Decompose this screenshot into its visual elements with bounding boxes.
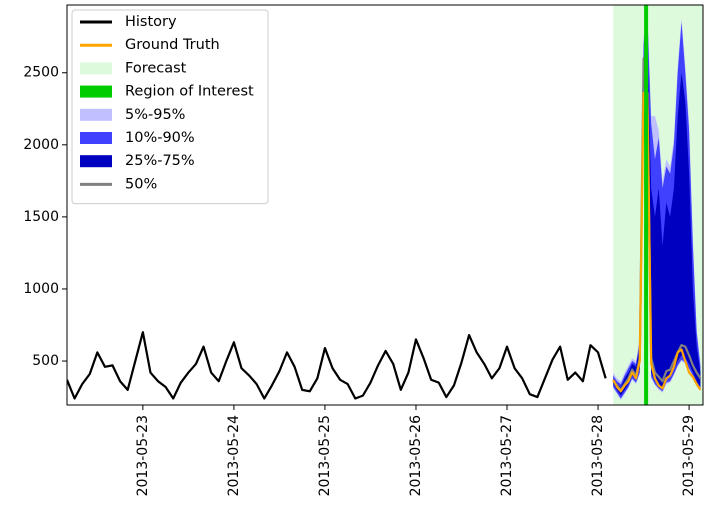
legend-label: 50% [125, 176, 157, 192]
y-tick-label: 500 [32, 353, 59, 369]
x-tick-label: 2013-05-25 [317, 415, 333, 496]
y-tick-label: 1000 [23, 281, 59, 297]
legend-label: Forecast [125, 60, 187, 76]
x-tick-label: 2013-05-26 [408, 415, 424, 496]
legend: History Ground Truth Forecast Region of Int… [71, 9, 269, 205]
series-line [612, 91, 702, 393]
x-tick-label: 2013-05-23 [135, 415, 151, 496]
legend-swatch [80, 85, 112, 98]
legend-frame [71, 9, 269, 205]
legend-label: Region of Interest [125, 84, 254, 100]
series-line [612, 57, 702, 391]
y-tick-label: 2000 [23, 137, 59, 153]
y-tick-label: 1500 [23, 209, 59, 225]
quantile-band [613, 43, 701, 396]
legend-swatch [80, 62, 112, 75]
x-tick-label: 2013-05-29 [681, 415, 697, 496]
y-tick-label: 2500 [23, 65, 59, 81]
legend-label: History [125, 14, 177, 30]
legend-swatch [80, 155, 112, 168]
x-tick-label: 2013-05-24 [226, 415, 242, 496]
series-line [67, 331, 607, 400]
legend-label: 10%-90% [125, 130, 195, 146]
legend-label: Ground Truth [125, 37, 220, 53]
plot [67, 5, 703, 405]
x-tick-label: 2013-05-27 [499, 415, 515, 496]
legend-label: 5%-95% [125, 107, 185, 123]
plot-frame [66, 4, 704, 406]
legend-swatch [80, 132, 112, 144]
legend-label: 25%-75% [125, 153, 195, 169]
x-tick-label: 2013-05-28 [590, 415, 606, 496]
legend-swatch [80, 108, 112, 121]
